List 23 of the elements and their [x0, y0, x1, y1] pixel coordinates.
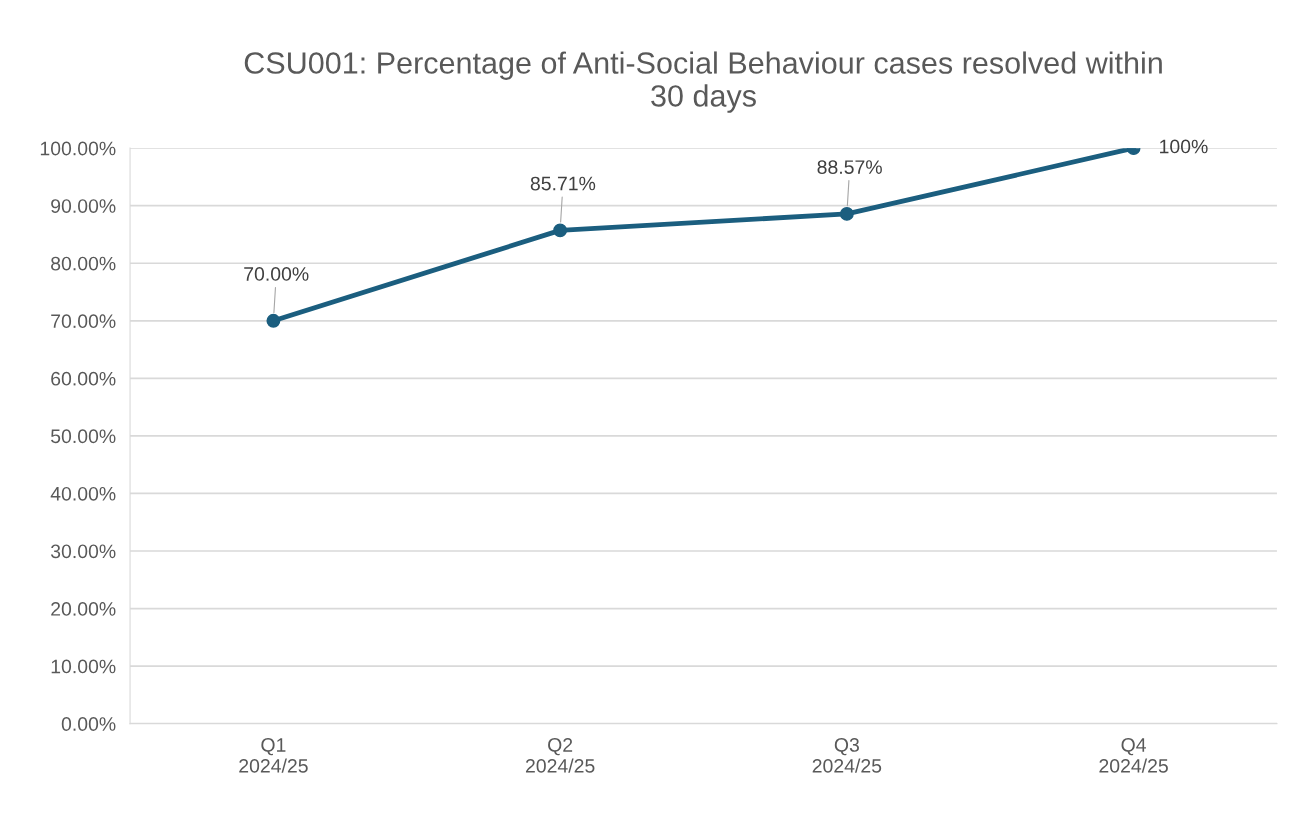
y-tick-label: 0.00% [61, 717, 116, 731]
y-tick-label: 90.00% [51, 199, 116, 213]
point [266, 313, 281, 328]
data-label: 88.57% [817, 160, 882, 174]
point [553, 223, 568, 238]
y-tick-label: 70.00% [51, 314, 116, 329]
x-tick-label: Q4 2024/25 [1099, 738, 1168, 773]
data-label: 100% [1160, 139, 1208, 154]
point [839, 206, 854, 221]
x-tick-label: Q3 2024/25 [812, 738, 882, 773]
y-tick-label: 50.00% [50, 429, 116, 444]
data-label: 85.71% [530, 176, 596, 191]
data-label: 70.00% [244, 267, 309, 281]
chart-title: CSU001: Percentage of Anti-Social Behaviour cases resolved within 30 days [244, 51, 1162, 113]
x-tick-label: Q1 2024/25 [239, 738, 308, 773]
y-tick-label: 40.00% [50, 486, 116, 501]
y-tick-label: 60.00% [51, 371, 116, 386]
y-tick-label: 100.00% [40, 141, 116, 156]
y-tick-label: 20.00% [51, 602, 116, 616]
y-tick-label: 30.00% [50, 544, 116, 559]
x-tick-label: Q2 2024/25 [525, 738, 595, 773]
y-tick-label: 10.00% [51, 659, 116, 674]
y-tick-label: 80.00% [51, 256, 116, 271]
